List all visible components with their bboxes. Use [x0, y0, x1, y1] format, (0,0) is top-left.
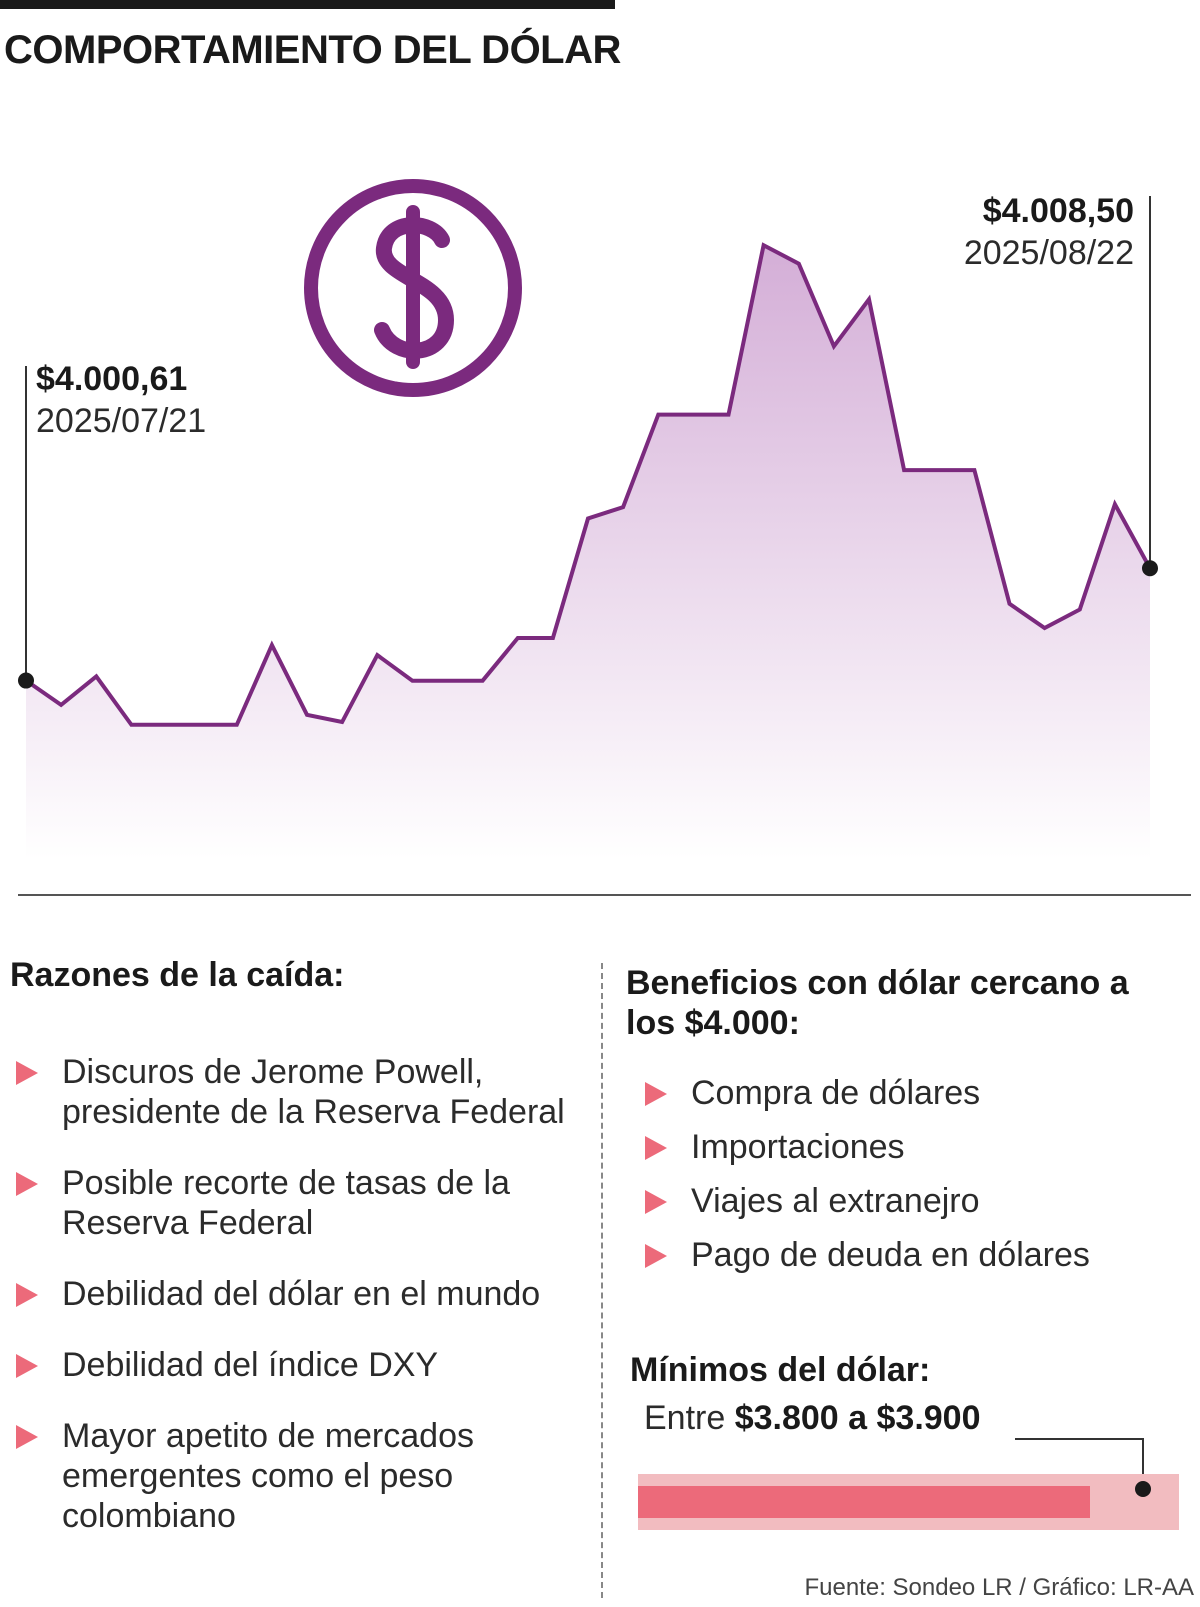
dollar-circle-icon	[304, 179, 522, 397]
minimos-range-text: Entre $3.800 a $3.900	[644, 1398, 981, 1438]
end-point-marker	[1142, 560, 1158, 577]
benefit-item: Pago de deuda en dólares	[645, 1235, 1185, 1275]
section-divider	[18, 894, 1191, 896]
reasons-title: Razones de la caída:	[10, 956, 345, 994]
minimos-prefix: Entre	[644, 1399, 726, 1437]
range-bar-fill	[638, 1486, 1090, 1518]
top-rule	[0, 0, 615, 9]
end-value-label: $4.008,50	[982, 192, 1134, 230]
start-value-label: $4.000,61	[36, 360, 188, 398]
reason-item: Posible recorte de tasas de la Reserva F…	[16, 1163, 586, 1243]
range-leader-vertical	[1142, 1438, 1144, 1492]
area-fill	[26, 245, 1150, 860]
reason-item: Discuros de Jerome Powell, presidente de…	[16, 1052, 586, 1132]
benefit-item: Viajes al extranejro	[645, 1181, 1185, 1221]
series-line	[24, 242, 1152, 727]
reason-item: Debilidad del dólar en el mundo	[16, 1274, 586, 1314]
reasons-list: Discuros de Jerome Powell, presidente de…	[16, 1052, 586, 1567]
source-credit: Fuente: Sondeo LR / Gráfico: LR-AA	[804, 1574, 1194, 1601]
end-annotation: $4.008,50 2025/08/22	[964, 190, 1134, 274]
start-point-marker	[18, 672, 34, 689]
minimos-range-value: $3.800 a $3.900	[734, 1399, 981, 1437]
benefit-item: Compra de dólares	[645, 1073, 1185, 1113]
dollar-area-chart	[18, 179, 1158, 860]
start-annotation: $4.000,61 2025/07/21	[36, 358, 206, 442]
reason-item: Mayor apetito de mercados emergentes com…	[16, 1416, 586, 1536]
benefit-item: Importaciones	[645, 1127, 1185, 1167]
benefits-title: Beneficios con dólar cercano a los $4.00…	[626, 964, 1129, 1042]
range-leader-horizontal	[1015, 1438, 1144, 1440]
range-leader-dot	[1135, 1481, 1151, 1497]
minimos-title: Mínimos del dólar:	[630, 1351, 931, 1389]
page-title: COMPORTAMIENTO DEL DÓLAR	[4, 28, 621, 72]
end-date-label: 2025/08/22	[963, 234, 1134, 272]
benefits-list: Compra de dólares Importaciones Viajes a…	[645, 1073, 1185, 1289]
start-date-label: 2025/07/21	[36, 402, 207, 440]
column-divider	[601, 963, 603, 1598]
reason-item: Debilidad del índice DXY	[16, 1345, 586, 1385]
